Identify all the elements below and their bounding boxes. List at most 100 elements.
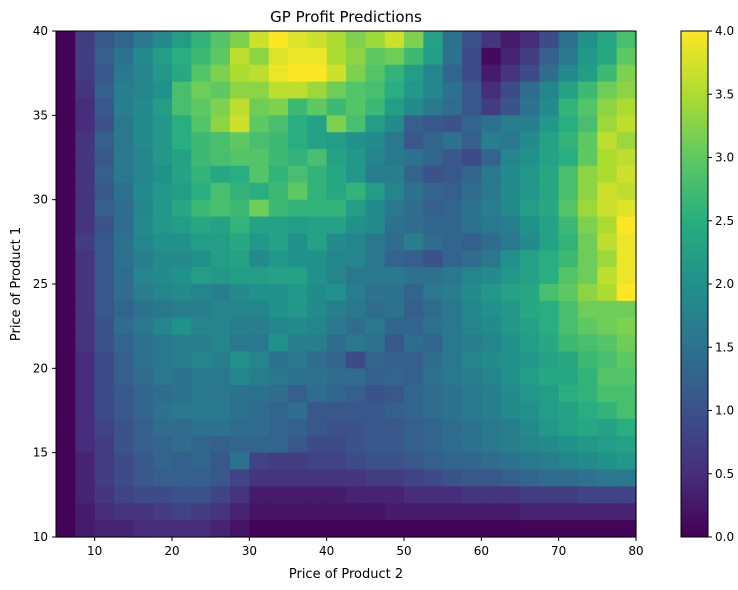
heatmap-cell (268, 216, 289, 234)
heatmap-cell (75, 402, 96, 420)
heatmap-cell (268, 418, 289, 437)
heatmap-cell (442, 199, 463, 218)
heatmap-cell (152, 64, 173, 83)
heatmap-cell (423, 115, 444, 133)
heatmap-cell (462, 165, 482, 184)
heatmap-cell (442, 149, 463, 167)
heatmap-cell (346, 503, 366, 521)
heatmap-cell (172, 469, 192, 487)
heatmap-cell (481, 385, 502, 403)
heatmap-cell (114, 503, 134, 521)
heatmap-cell (558, 334, 579, 353)
heatmap-cell (558, 216, 579, 234)
heatmap-cell (597, 64, 618, 83)
heatmap-cell (520, 520, 540, 538)
heatmap-cell (230, 267, 250, 285)
heatmap-cell (133, 149, 154, 167)
x-tick-label: 30 (242, 544, 257, 558)
heatmap-cell (172, 182, 192, 201)
heatmap-cell (616, 469, 637, 487)
heatmap-cell (481, 81, 502, 100)
heatmap-cell (616, 132, 637, 150)
heatmap-cell (520, 418, 540, 437)
heatmap-cell (114, 435, 134, 454)
heatmap-cell (539, 469, 560, 487)
heatmap-cell (404, 216, 424, 234)
heatmap-cell (56, 233, 76, 251)
heatmap-cell (500, 300, 521, 319)
heatmap-cell (520, 216, 540, 234)
heatmap-cell (500, 351, 521, 369)
heatmap-cell (462, 31, 482, 49)
heatmap-cell (442, 435, 463, 454)
heatmap-cell (597, 452, 618, 471)
heatmap-cell (210, 452, 231, 471)
heatmap-cell (230, 98, 250, 116)
heatmap-cell (210, 486, 231, 504)
heatmap-cell (558, 452, 579, 471)
heatmap-cell (152, 385, 173, 403)
heatmap-cell (423, 31, 444, 49)
heatmap-cell (558, 520, 579, 538)
heatmap-cell (114, 233, 134, 251)
heatmap-cell (462, 385, 482, 403)
heatmap-cell (423, 216, 444, 234)
heatmap-cell (152, 47, 173, 66)
heatmap-cell (152, 317, 173, 336)
heatmap-cell (133, 418, 154, 437)
heatmap-cell (520, 132, 540, 150)
heatmap-cell (404, 98, 424, 116)
heatmap-cell (75, 267, 96, 285)
heatmap-cell (520, 435, 540, 454)
heatmap-cell (423, 250, 444, 268)
heatmap-cell (94, 452, 115, 471)
heatmap-cell (326, 418, 347, 437)
heatmap-cell (172, 31, 192, 49)
heatmap-cell (384, 520, 405, 538)
heatmap-cell (616, 149, 637, 167)
heatmap-cell (249, 402, 270, 420)
heatmap-cell (191, 149, 212, 167)
heatmap-cell (75, 216, 96, 234)
heatmap-cell (152, 284, 173, 302)
heatmap-cell (442, 165, 463, 184)
heatmap-cell (442, 267, 463, 285)
heatmap-cell (249, 267, 270, 285)
heatmap-cell (307, 132, 328, 150)
heatmap-cell (288, 402, 308, 420)
heatmap-cell (346, 182, 366, 201)
heatmap-cell (133, 351, 154, 369)
heatmap-cell (326, 149, 347, 167)
heatmap-cell (94, 165, 115, 184)
heatmap-cell (462, 503, 482, 521)
heatmap-cell (616, 402, 637, 420)
heatmap-cell (365, 250, 386, 268)
heatmap-cell (481, 334, 502, 353)
heatmap-cell (249, 334, 270, 353)
heatmap-cell (307, 165, 328, 184)
heatmap-cell (384, 81, 405, 100)
heatmap-cell (191, 385, 212, 403)
heatmap-cell (597, 368, 618, 386)
heatmap-cell (114, 81, 134, 100)
heatmap-cell (558, 81, 579, 100)
heatmap-cell (597, 418, 618, 437)
heatmap-cell (558, 267, 579, 285)
heatmap-cell (539, 31, 560, 49)
heatmap-cell (326, 165, 347, 184)
heatmap-cell (326, 132, 347, 150)
heatmap-cell (462, 334, 482, 353)
heatmap-cell (172, 368, 192, 386)
heatmap-cell (210, 182, 231, 201)
heatmap-cell (56, 520, 76, 538)
heatmap-cell (384, 385, 405, 403)
heatmap-cell (152, 351, 173, 369)
heatmap-cell (56, 486, 76, 504)
heatmap-cell (384, 284, 405, 302)
heatmap-cell (578, 300, 598, 319)
heatmap-cell (558, 132, 579, 150)
heatmap-cell (578, 334, 598, 353)
heatmap-cell (404, 385, 424, 403)
heatmap-cell (597, 334, 618, 353)
heatmap-cell (152, 233, 173, 251)
